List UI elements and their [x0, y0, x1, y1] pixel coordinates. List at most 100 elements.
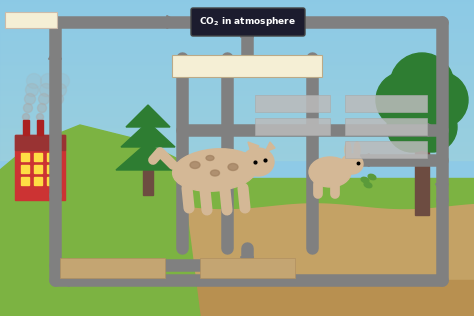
Bar	[0, 143, 474, 144]
Bar	[0, 78, 474, 79]
Ellipse shape	[341, 154, 363, 174]
Bar	[0, 103, 474, 104]
Bar	[0, 30, 474, 31]
Ellipse shape	[26, 83, 38, 96]
Bar	[0, 11, 474, 12]
Bar	[0, 89, 474, 90]
Bar	[0, 121, 474, 122]
Bar	[0, 73, 474, 74]
Bar	[0, 26, 474, 27]
Bar	[0, 32, 474, 33]
Bar	[0, 154, 474, 155]
Bar	[0, 101, 474, 102]
Bar	[0, 157, 474, 158]
Text: $\mathregular{CO_2}$ in atmosphere: $\mathregular{CO_2}$ in atmosphere	[200, 15, 297, 28]
Bar	[0, 79, 474, 80]
Bar	[0, 29, 474, 30]
Bar	[0, 147, 474, 148]
Bar	[0, 14, 474, 15]
Bar	[0, 23, 474, 24]
FancyBboxPatch shape	[60, 258, 165, 278]
Bar	[34, 177, 42, 185]
Bar	[0, 146, 474, 147]
Bar	[0, 16, 474, 17]
Bar	[0, 13, 474, 14]
Bar	[0, 82, 474, 83]
Bar	[0, 75, 474, 76]
Bar	[0, 83, 474, 84]
Bar	[0, 155, 474, 156]
Bar	[0, 145, 474, 146]
Bar	[0, 85, 474, 86]
Bar	[0, 90, 474, 91]
Ellipse shape	[22, 113, 29, 120]
Bar	[0, 70, 474, 71]
Bar	[0, 102, 474, 103]
Bar	[21, 177, 29, 185]
Bar	[0, 38, 474, 39]
Bar	[0, 152, 474, 153]
Circle shape	[387, 102, 437, 152]
Bar	[0, 39, 474, 40]
Bar	[0, 81, 474, 82]
Bar	[0, 140, 474, 141]
Polygon shape	[116, 142, 180, 170]
Bar	[0, 10, 474, 11]
Bar	[0, 88, 474, 89]
Ellipse shape	[361, 177, 369, 183]
Polygon shape	[241, 26, 254, 37]
Bar	[0, 105, 474, 106]
Bar	[0, 44, 474, 45]
Ellipse shape	[309, 157, 351, 187]
Bar	[0, 84, 474, 85]
Bar	[0, 9, 474, 10]
Ellipse shape	[37, 104, 46, 112]
FancyBboxPatch shape	[345, 118, 427, 135]
Bar	[0, 18, 474, 19]
Ellipse shape	[364, 182, 372, 188]
Bar	[0, 22, 474, 23]
Bar	[0, 6, 474, 7]
Bar	[0, 95, 474, 96]
Bar	[0, 77, 474, 78]
Bar	[0, 45, 474, 46]
Bar	[0, 113, 474, 114]
Bar	[0, 136, 474, 137]
Bar	[0, 280, 474, 316]
Ellipse shape	[354, 142, 360, 158]
Ellipse shape	[242, 148, 274, 176]
Bar	[0, 111, 474, 112]
Bar	[0, 59, 474, 60]
Bar	[0, 67, 474, 68]
Bar	[0, 137, 474, 138]
Bar	[0, 151, 474, 152]
Polygon shape	[358, 154, 369, 167]
Bar	[0, 120, 474, 121]
Bar	[0, 142, 474, 143]
Polygon shape	[167, 15, 178, 28]
FancyBboxPatch shape	[200, 258, 295, 278]
Bar	[0, 55, 474, 56]
Polygon shape	[126, 105, 170, 127]
Bar	[0, 43, 474, 44]
Ellipse shape	[53, 94, 64, 105]
Ellipse shape	[51, 113, 57, 120]
Bar	[0, 31, 474, 32]
Bar	[0, 106, 474, 107]
Polygon shape	[428, 124, 439, 137]
Bar	[0, 116, 474, 117]
Bar	[0, 35, 474, 36]
Bar	[0, 60, 474, 61]
Bar	[0, 56, 474, 57]
Bar	[0, 41, 474, 42]
Bar	[0, 48, 474, 49]
Bar	[0, 135, 474, 136]
Bar	[21, 165, 29, 173]
Bar	[0, 97, 474, 98]
Bar	[0, 127, 474, 128]
Bar	[0, 19, 474, 20]
Bar	[0, 123, 474, 124]
Bar	[0, 51, 474, 52]
Bar	[0, 124, 474, 125]
Ellipse shape	[345, 142, 351, 158]
